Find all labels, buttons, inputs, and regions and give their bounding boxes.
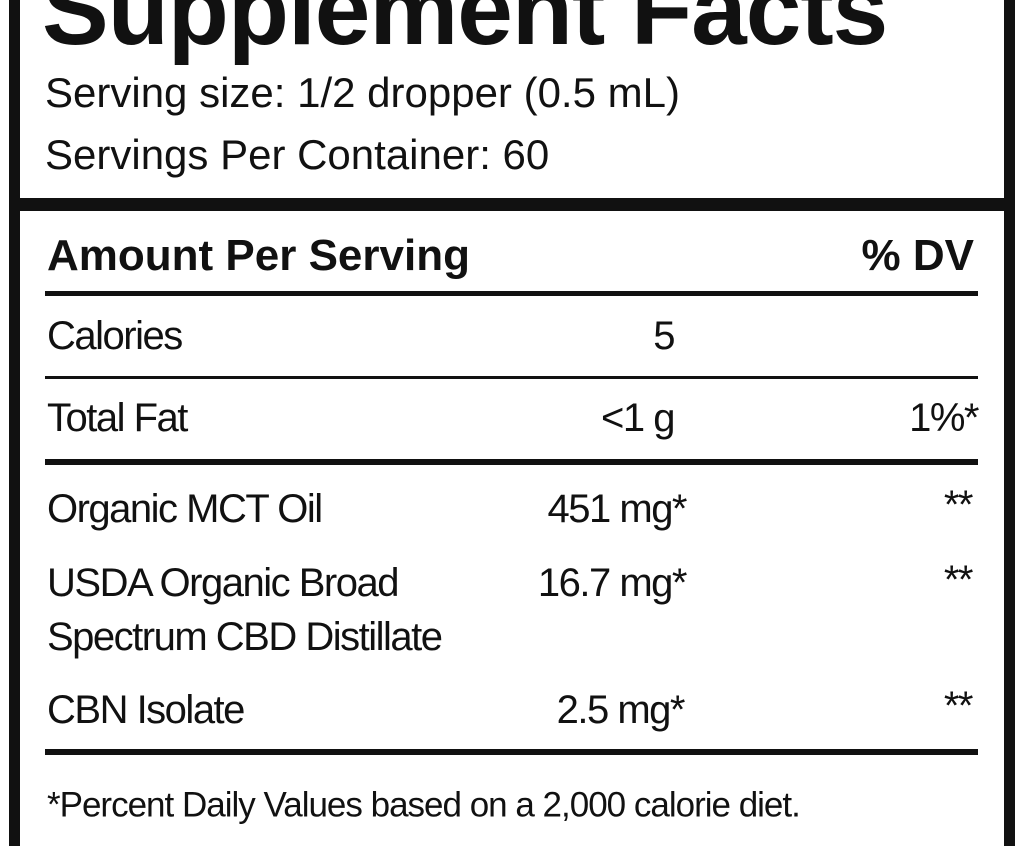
thick-divider — [9, 198, 1015, 211]
border-left — [9, 0, 20, 846]
row-name: Calories — [47, 314, 183, 358]
row-name: Total Fat — [47, 396, 188, 440]
row-amount: 2.5 mg* — [556, 688, 686, 732]
row-dv: ** — [943, 558, 974, 602]
border-right — [1004, 0, 1015, 846]
row-amount: <1 g — [601, 396, 675, 440]
row-amount: 5 — [653, 314, 675, 358]
divider — [45, 376, 978, 379]
footnote: *Percent Daily Values based on a 2,000 c… — [47, 785, 801, 825]
row-dv: ** — [943, 483, 974, 527]
amount-header: Amount Per Serving — [47, 231, 470, 280]
divider — [45, 291, 978, 296]
row-dv: 1%* — [909, 396, 979, 440]
divider — [45, 749, 978, 755]
title: Supplement Facts — [42, 0, 888, 66]
row-amount: 451 mg* — [547, 487, 688, 531]
row-name: CBN Isolate — [47, 688, 245, 732]
row-name-line2: Spectrum CBD Distillate — [47, 615, 443, 659]
dv-header: % DV — [861, 231, 974, 280]
servings-per-container: Servings Per Container: 60 — [45, 131, 550, 178]
serving-size: Serving size: 1/2 dropper (0.5 mL) — [45, 69, 680, 116]
row-name: USDA Organic Broad — [47, 561, 399, 605]
row-dv: ** — [943, 684, 974, 728]
divider — [45, 459, 978, 465]
row-amount: 16.7 mg* — [537, 561, 688, 605]
row-name: Organic MCT Oil — [47, 487, 323, 531]
